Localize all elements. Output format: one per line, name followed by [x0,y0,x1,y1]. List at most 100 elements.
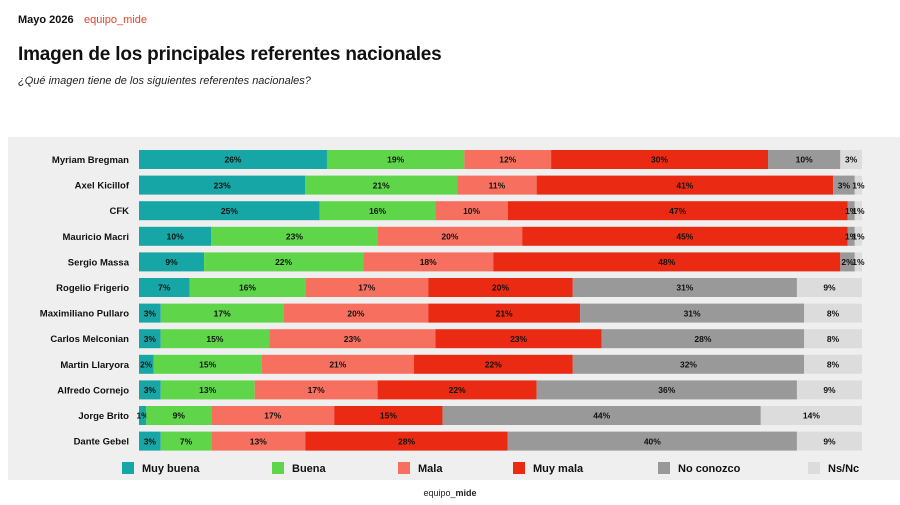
data-label: 17% [264,411,281,421]
data-label: 3% [144,334,157,344]
data-label: 7% [180,436,193,446]
bar-segment [363,252,494,272]
category-label: Alfredo Cornejo [57,385,129,396]
data-label: 8% [827,308,840,318]
data-label: 19% [387,155,404,165]
bar-segment [254,380,378,400]
data-label: 10% [167,232,184,242]
bar-segment [160,303,284,323]
bar-segment [796,380,862,400]
bar-segment [189,278,306,297]
bar-segment [334,406,443,425]
bar-segment [211,406,335,425]
report-date: Mayo 2026 [18,14,74,26]
bar-segment [804,329,862,349]
bar-segment [428,278,573,297]
data-label: 1% [852,180,865,190]
bar-segment [305,278,429,297]
data-label: 44% [593,411,610,421]
data-label: 28% [398,436,415,446]
data-label: 10% [796,155,813,165]
data-label: 17% [308,385,325,395]
data-label: 23% [344,334,361,344]
category-label: Jorge Brito [78,411,129,422]
bar-segment [847,226,855,246]
data-label: 20% [492,283,509,293]
data-label: 26% [224,155,241,165]
bar-segment [139,150,327,169]
bar-segment [522,226,848,246]
bar-segment [854,175,862,195]
data-label: 2% [841,257,854,267]
data-label: 3% [144,436,157,446]
data-label: 18% [420,257,437,267]
data-label: 15% [380,411,397,421]
bar-segment [160,431,212,451]
chart-panel: Myriam Bregman 26% 19% 12% 30% 10% 3% Axel Kici… [8,137,900,480]
category-label: Sergio Massa [68,257,130,268]
data-label: 30% [651,155,668,165]
bar-segment [413,354,573,374]
bar-segment [261,354,414,374]
bar-segment [153,354,262,374]
data-label: 1% [852,206,865,216]
legend-label: No conozco [678,463,741,475]
bar-segment [160,380,255,400]
data-label: 22% [485,360,502,370]
legend-swatch [272,462,284,474]
data-label: 13% [199,385,216,395]
data-label: 47% [669,206,686,216]
legend-swatch [808,462,820,474]
category-label: Rogelio Frigerio [56,283,129,294]
data-label: 17% [214,308,231,318]
bar-segment [507,431,797,451]
legend-label: Muy mala [533,463,584,475]
data-label: 2% [140,360,153,370]
data-label: 31% [676,283,693,293]
data-label: 13% [250,436,267,446]
bar-segment [305,175,458,195]
data-label: 10% [463,206,480,216]
chart-title: Imagen de los principales referentes nac… [18,44,442,65]
bar-segment [796,278,862,297]
bar-segment [377,226,523,246]
legend-swatch [658,462,670,474]
bar-segment [211,226,378,246]
bar-segment [319,201,436,221]
bar-segment [139,406,147,425]
data-label: 28% [694,334,711,344]
category-label: Maximiliano Pullaro [40,309,129,320]
bar-segment [796,431,862,451]
data-label: 1% [845,232,858,242]
category-label: Dante Gebel [74,437,129,448]
bar-segment [326,150,465,169]
bar-segment [507,201,848,221]
bar-segment [139,175,306,195]
data-label: 21% [496,308,513,318]
bar-segment [139,278,190,297]
bar-segment [283,303,429,323]
data-label: 3% [838,180,851,190]
data-label: 15% [199,360,216,370]
bar-segment [204,252,364,272]
bar-segment [139,201,320,221]
bar-segment [536,175,834,195]
bar-segment [435,201,508,221]
legend-swatch [122,462,134,474]
bar-segment [139,226,212,246]
data-label: 40% [644,436,661,446]
bar-segment [840,252,855,272]
bar-segment [760,406,862,425]
bar-segment [464,150,552,169]
data-label: 22% [275,257,292,267]
bar-segment [580,303,805,323]
bar-segment [269,329,436,349]
data-label: 20% [441,232,458,242]
bar-segment [854,252,862,272]
data-label: 14% [803,411,820,421]
bar-segment [146,406,212,425]
legend-swatch [513,462,525,474]
data-label: 1% [136,411,149,421]
bar-segment [435,329,602,349]
data-label: 8% [827,334,840,344]
